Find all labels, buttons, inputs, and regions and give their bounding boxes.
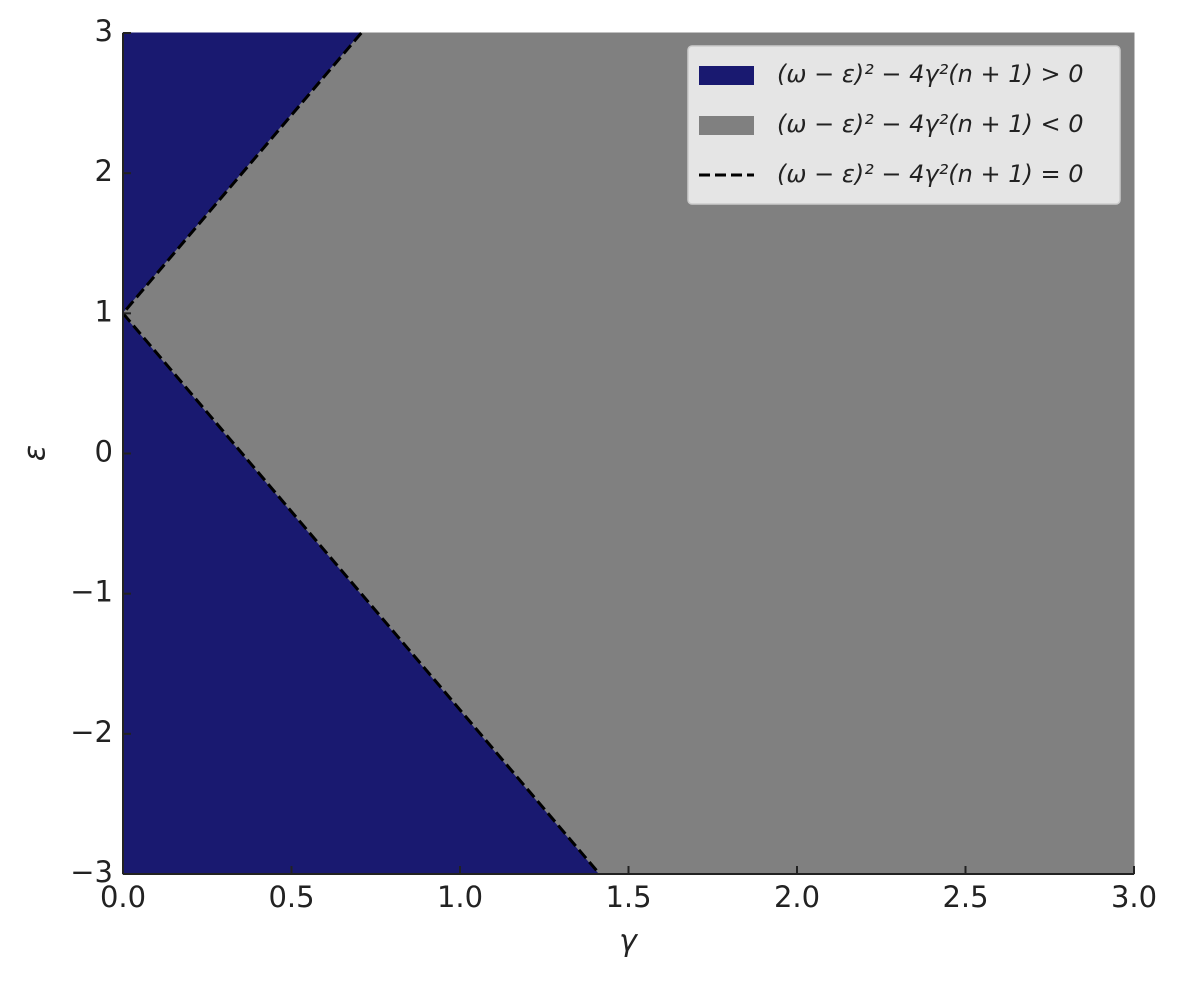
x-tick-label: 0.0: [100, 880, 146, 914]
y-tick-label: 2: [95, 154, 113, 188]
y-tick-label: 3: [95, 14, 113, 48]
y-tick-label: 0: [95, 435, 113, 469]
legend-label: (ω − ε)² − 4γ²(n + 1) = 0: [777, 160, 1083, 188]
x-tick-label: 1.0: [437, 880, 483, 914]
legend-box: [687, 45, 1121, 205]
y-tick-label: 1: [95, 294, 113, 328]
x-tick-label: 1.5: [605, 880, 651, 914]
y-tick-label: −2: [70, 715, 113, 749]
x-tick-label: 2.5: [942, 880, 988, 914]
y-tick-label: −3: [70, 855, 113, 889]
y-axis-label: ε: [18, 445, 53, 461]
legend-label: (ω − ε)² − 4γ²(n + 1) < 0: [777, 110, 1083, 138]
x-tick-label: 3.0: [1111, 880, 1157, 914]
y-tick-label: −1: [70, 575, 113, 609]
x-tick-label: 0.5: [268, 880, 314, 914]
legend-swatch: [699, 116, 754, 135]
boundary-line: [121, 32, 601, 875]
x-tick-label: 2.0: [774, 880, 820, 914]
x-axis-label: γ: [619, 924, 639, 959]
legend-swatch: [699, 66, 754, 85]
legend-label: (ω − ε)² − 4γ²(n + 1) > 0: [777, 60, 1083, 88]
legend: (ω − ε)² − 4γ²(n + 1) > 0 (ω − ε)² − 4γ²(…: [687, 45, 1121, 205]
